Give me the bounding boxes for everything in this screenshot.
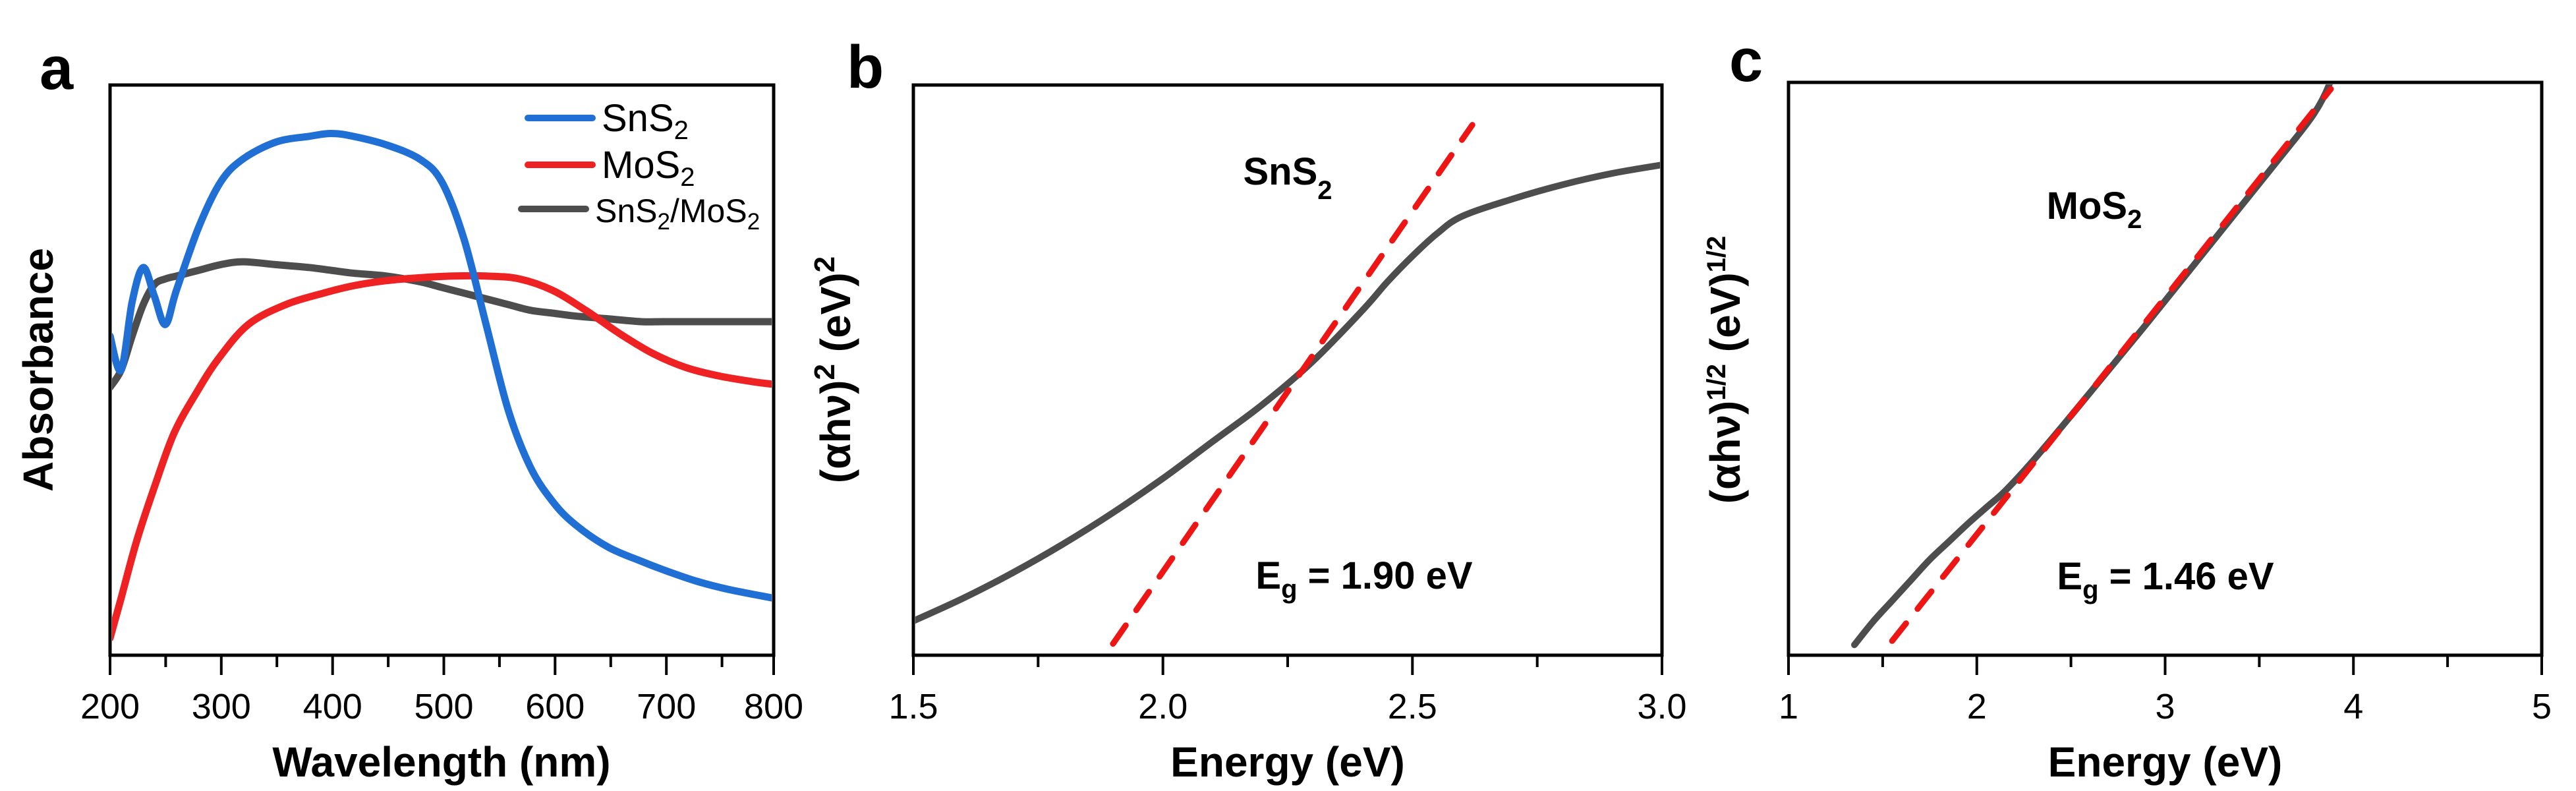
svg-text:2.0: 2.0	[1138, 687, 1188, 726]
svg-text:700: 700	[637, 687, 696, 726]
svg-text:1: 1	[1779, 687, 1798, 726]
svg-text:SnS2/MoS2: SnS2/MoS2	[595, 192, 760, 235]
svg-text:Energy (eV): Energy (eV)	[1170, 738, 1405, 786]
svg-text:300: 300	[192, 687, 251, 726]
svg-text:b: b	[847, 34, 884, 101]
svg-text:4: 4	[2343, 687, 2363, 726]
svg-text:2: 2	[1967, 687, 1987, 726]
svg-text:Absorbance: Absorbance	[14, 248, 62, 492]
svg-text:c: c	[1729, 27, 1763, 94]
svg-text:1.5: 1.5	[888, 687, 938, 726]
svg-text:200: 200	[80, 687, 140, 726]
svg-text:Wavelength (nm): Wavelength (nm)	[272, 738, 610, 786]
svg-text:500: 500	[414, 687, 473, 726]
svg-text:a: a	[40, 35, 74, 102]
svg-text:Energy (eV): Energy (eV)	[2048, 738, 2283, 786]
svg-text:2.5: 2.5	[1388, 687, 1437, 726]
svg-text:800: 800	[744, 687, 803, 726]
svg-text:3.0: 3.0	[1637, 687, 1686, 726]
svg-text:3: 3	[2155, 687, 2175, 726]
svg-text:400: 400	[303, 687, 362, 726]
svg-text:5: 5	[2532, 687, 2552, 726]
svg-text:600: 600	[525, 687, 585, 726]
